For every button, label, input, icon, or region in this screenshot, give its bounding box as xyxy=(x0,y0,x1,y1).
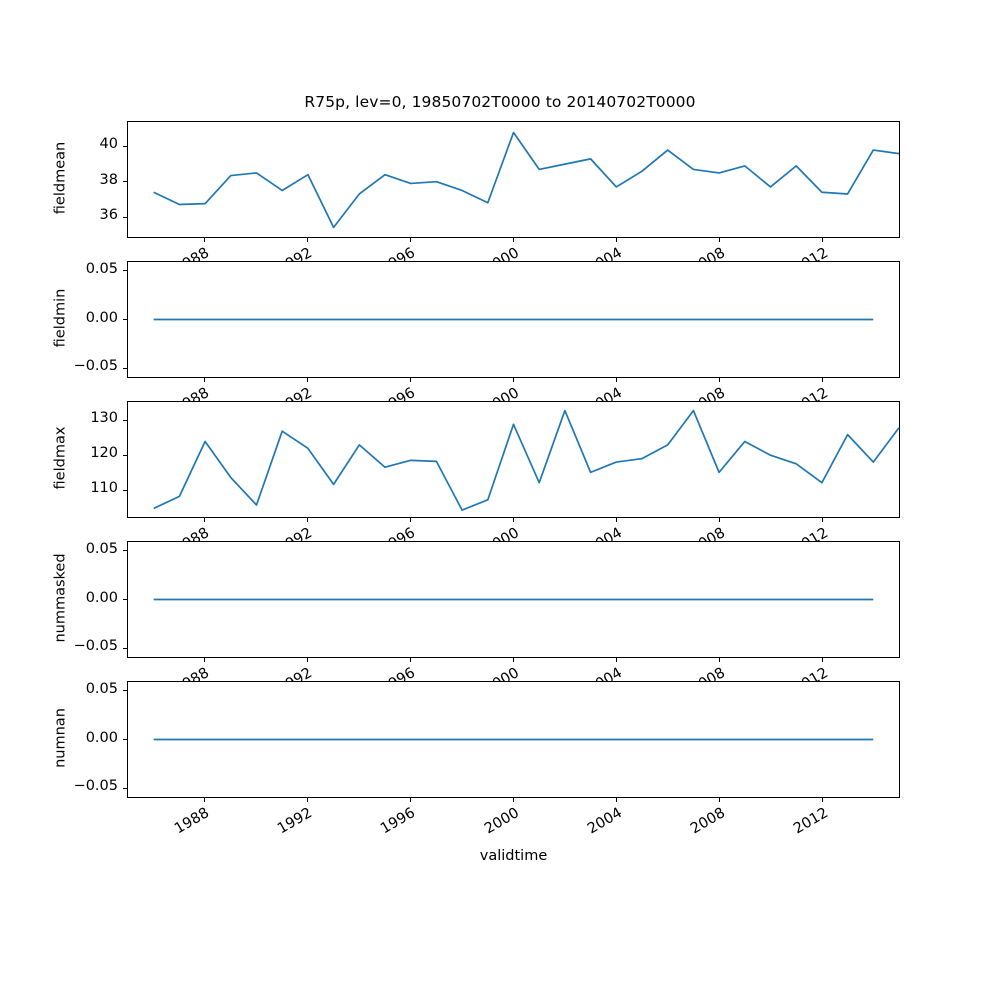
y-axis-label-numnan: numnan xyxy=(52,707,68,768)
x-tick-mark xyxy=(203,658,205,662)
y-tick-label: −0.05 xyxy=(73,638,118,655)
x-axis-label: validtime xyxy=(479,848,548,864)
y-axis-label-nummasked: nummasked xyxy=(52,552,68,643)
x-tick-mark xyxy=(822,378,824,382)
x-tick-mark xyxy=(822,658,824,662)
x-tick-mark xyxy=(306,518,308,522)
x-tick-mark xyxy=(616,798,618,802)
y-axis-label-fieldmin: fieldmin xyxy=(52,288,68,347)
y-tick-mark xyxy=(123,690,127,692)
x-tick-mark xyxy=(203,798,205,802)
x-tick-mark xyxy=(306,238,308,242)
y-tick-label: 130 xyxy=(90,410,118,427)
y-tick-mark xyxy=(123,489,127,491)
x-tick-mark xyxy=(203,518,205,522)
figure-title: R75p, lev=0, 19850702T0000 to 20140702T0… xyxy=(304,93,696,111)
subplot-fieldmin xyxy=(127,261,900,378)
y-tick-label: 120 xyxy=(90,445,118,462)
subplot-nummasked xyxy=(127,541,900,658)
y-axis-label-fieldmean: fieldmean xyxy=(52,141,68,214)
x-tick-mark xyxy=(616,658,618,662)
x-tick-mark xyxy=(822,518,824,522)
y-tick-label: 0.00 xyxy=(85,309,118,326)
y-tick-mark xyxy=(123,550,127,552)
y-tick-label: 0.05 xyxy=(85,540,118,557)
x-tick-mark xyxy=(409,378,412,382)
x-tick-mark xyxy=(203,238,205,242)
y-tick-mark xyxy=(123,216,127,219)
y-tick-mark xyxy=(123,270,127,272)
x-tick-mark xyxy=(616,518,618,522)
y-tick-label: 0.05 xyxy=(85,260,118,277)
y-tick-label: 0.00 xyxy=(85,589,118,606)
x-tick-mark xyxy=(513,378,515,382)
x-tick-mark xyxy=(306,658,308,662)
y-tick-mark xyxy=(123,181,127,183)
y-tick-label: 40 xyxy=(99,136,118,152)
y-tick-label: −0.05 xyxy=(73,778,118,795)
x-tick-mark xyxy=(719,238,721,242)
x-tick-mark xyxy=(409,798,412,802)
y-tick-mark xyxy=(123,739,127,741)
x-tick-mark xyxy=(719,518,721,522)
x-tick-mark xyxy=(616,378,618,382)
x-tick-mark xyxy=(409,658,412,662)
x-tick-mark xyxy=(409,518,412,522)
x-tick-mark xyxy=(822,238,824,242)
data-line xyxy=(154,411,899,511)
y-tick-label: 38 xyxy=(99,171,118,188)
subplot-numnan xyxy=(127,681,900,798)
x-tick-mark xyxy=(719,658,721,662)
y-tick-mark xyxy=(123,367,127,369)
y-tick-mark xyxy=(123,319,127,321)
x-tick-mark xyxy=(306,798,308,802)
y-tick-label: 110 xyxy=(90,480,118,497)
subplot-fieldmean xyxy=(127,121,900,238)
y-tick-label: 36 xyxy=(99,207,118,224)
y-tick-mark xyxy=(123,787,127,789)
y-axis-label-fieldmax: fieldmax xyxy=(52,426,68,489)
subplot-fieldmax xyxy=(127,401,900,518)
y-tick-mark xyxy=(123,599,127,601)
x-tick-mark xyxy=(203,378,205,382)
y-tick-mark xyxy=(123,647,127,649)
y-tick-mark xyxy=(123,145,127,147)
data-line xyxy=(154,133,899,228)
x-tick-mark xyxy=(306,378,308,382)
x-tick-mark xyxy=(822,798,824,802)
y-tick-label: 0.00 xyxy=(85,729,118,746)
x-tick-mark xyxy=(719,798,721,802)
x-tick-mark xyxy=(513,658,515,662)
y-tick-label: −0.05 xyxy=(73,358,118,375)
y-tick-mark xyxy=(123,454,127,456)
x-tick-mark xyxy=(513,798,515,802)
x-tick-mark xyxy=(719,378,721,382)
x-tick-mark xyxy=(513,518,515,522)
y-tick-mark xyxy=(123,419,127,421)
y-tick-label: 0.05 xyxy=(85,680,118,697)
x-tick-mark xyxy=(616,238,618,242)
x-tick-mark xyxy=(409,238,412,242)
x-tick-mark xyxy=(513,238,515,242)
